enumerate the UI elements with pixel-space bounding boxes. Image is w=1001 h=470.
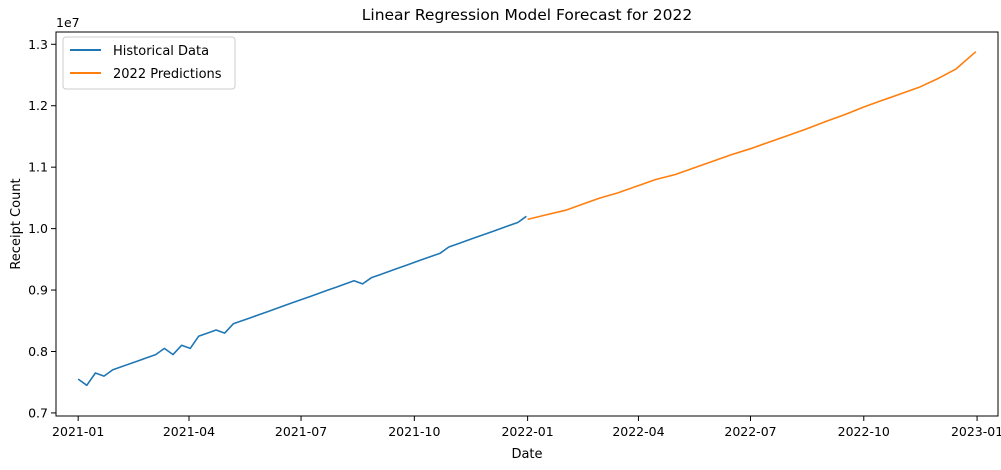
chart-title: Linear Regression Model Forecast for 202… xyxy=(362,6,692,24)
y-tick-label: 1.0 xyxy=(28,221,48,236)
x-tick-label: 2021-04 xyxy=(163,424,215,439)
x-axis-label: Date xyxy=(511,447,542,462)
y-axis-label: Receipt Count xyxy=(9,178,24,269)
x-tick-label: 2023-01 xyxy=(951,424,1001,439)
y-tick-label: 1.2 xyxy=(28,98,48,113)
y-tick-label: 0.8 xyxy=(28,344,48,359)
x-tick-label: 2022-07 xyxy=(724,424,776,439)
legend-label-historical: Historical Data xyxy=(113,44,209,59)
legend: Historical Data 2022 Predictions xyxy=(62,36,236,90)
legend-box xyxy=(62,36,236,90)
series-line-predictions xyxy=(527,51,977,221)
legend-label-predictions: 2022 Predictions xyxy=(113,67,222,82)
plot-area xyxy=(55,31,999,417)
x-tick-label: 2022-10 xyxy=(838,424,890,439)
x-tick-label: 2021-10 xyxy=(388,424,440,439)
y-axis: 0.7 0.8 0.9 1.0 1.1 1.2 1.3 xyxy=(28,37,56,420)
y-offset-label: 1e7 xyxy=(56,15,80,30)
x-tick-label: 2021-07 xyxy=(275,424,327,439)
x-axis: 2021-01 2021-04 2021-07 2021-10 2022-01 2022-… xyxy=(52,416,1001,439)
series-layer xyxy=(77,51,977,387)
y-tick-label: 0.7 xyxy=(28,405,48,420)
y-tick-label: 0.9 xyxy=(28,283,48,298)
y-tick-label: 1.3 xyxy=(28,37,48,52)
x-tick-label: 2022-04 xyxy=(612,424,664,439)
x-tick-label: 2022-01 xyxy=(501,424,553,439)
series-line-historical xyxy=(77,215,527,387)
x-tick-label: 2021-01 xyxy=(52,424,104,439)
y-tick-label: 1.1 xyxy=(28,160,48,175)
